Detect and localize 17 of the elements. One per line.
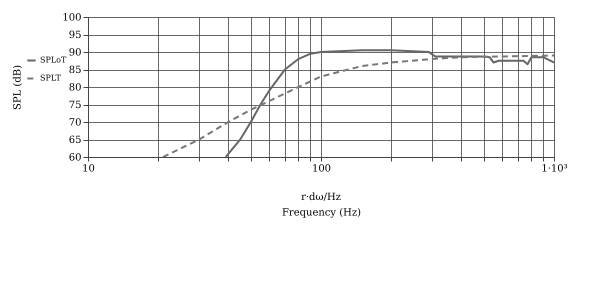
x-tick-label: 10: [82, 164, 95, 174]
x-axis-title: Frequency (Hz): [282, 208, 362, 218]
y-tick-label: 70: [68, 118, 82, 128]
y-tick-label: 75: [68, 100, 82, 111]
y-tick-label: 80: [68, 82, 82, 94]
y-tick-label: 90: [68, 48, 82, 58]
y-tick-label: 95: [68, 30, 82, 41]
y-tick-label: 85: [68, 65, 82, 76]
legend-label: SPLT: [40, 74, 62, 82]
legend-label: SPLoT: [40, 56, 67, 64]
x-tick-label: 100: [312, 164, 332, 174]
y-axis-title: SPL (dB): [12, 64, 24, 110]
y-tick-label: 65: [68, 135, 82, 146]
y-tick-label: 100: [62, 12, 82, 24]
y-tick-label: 60: [68, 152, 82, 164]
x-tick-label: 1·10³: [541, 164, 568, 174]
text: r·dω/Hz: [301, 192, 341, 203]
